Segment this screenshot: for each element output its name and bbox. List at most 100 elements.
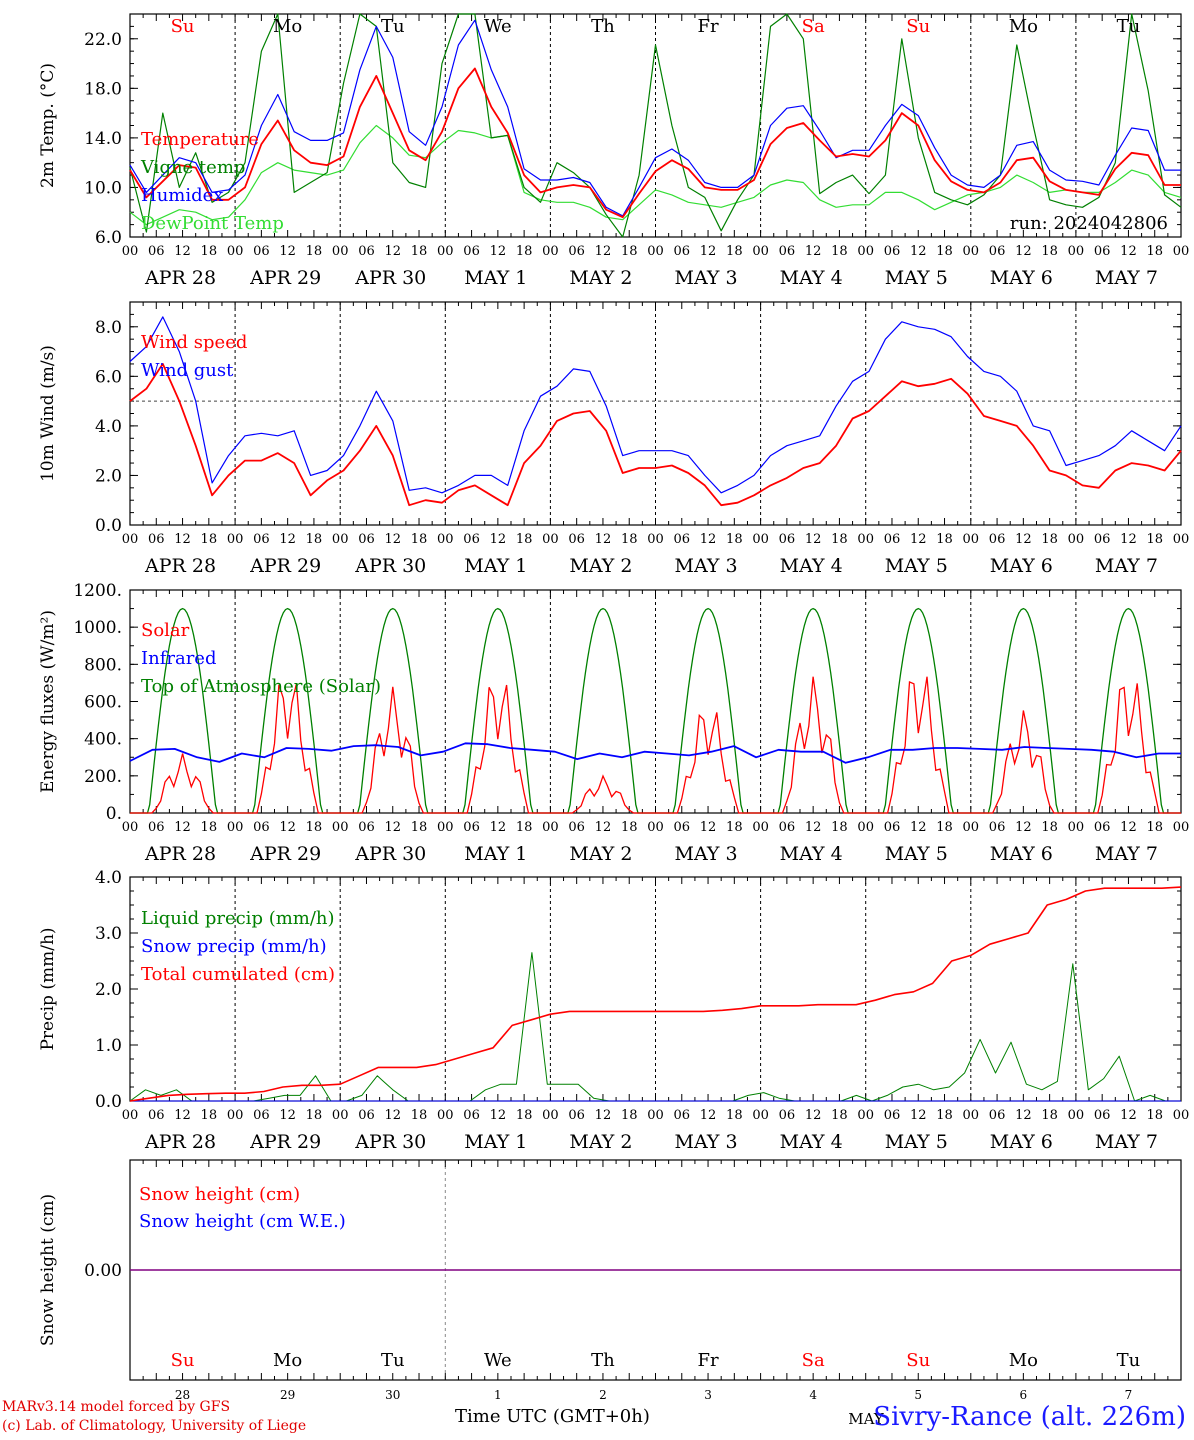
day-number-label: 1: [494, 1388, 502, 1402]
weekday-label: Th: [591, 16, 615, 37]
hour-tick-label: 06: [1094, 532, 1111, 547]
weekday-label: Sa: [802, 1350, 825, 1371]
y-tick-label: 18.0: [84, 79, 122, 99]
weekday-label: Tu: [381, 1350, 405, 1371]
hour-tick-label: 12: [174, 820, 191, 835]
hour-tick-label: 12: [279, 532, 296, 547]
y-tick-label: 800.: [84, 655, 122, 675]
hour-tick-label: 18: [726, 820, 743, 835]
weekday-label: Mo: [1009, 16, 1038, 37]
credit-line-2: (c) Lab. of Climatology, University of L…: [2, 1418, 307, 1434]
hour-tick-label: 12: [805, 532, 822, 547]
hour-tick-label: 12: [384, 244, 401, 259]
hour-tick-label: 12: [174, 1108, 191, 1123]
hour-tick-label: 06: [358, 820, 375, 835]
y-tick-label: 1.0: [95, 1036, 122, 1056]
y-tick-label: 3.0: [95, 924, 122, 944]
date-label: MAY 7: [1095, 843, 1158, 865]
panel-1: [129, 13, 1182, 238]
hour-tick-label: 06: [884, 532, 901, 547]
hour-tick-label: 06: [674, 820, 691, 835]
weekday-label: Su: [906, 1350, 930, 1371]
hour-tick-label: 00: [542, 1108, 559, 1123]
date-label: MAY 4: [780, 555, 843, 577]
hour-tick-label: 12: [910, 532, 927, 547]
hour-tick-label: 12: [700, 532, 717, 547]
hour-tick-label: 12: [1120, 820, 1137, 835]
hour-tick-label: 12: [384, 1108, 401, 1123]
hour-tick-label: 12: [174, 532, 191, 547]
day-number-label: 4: [809, 1388, 817, 1402]
credit-line-1: MARv3.14 model forced by GFS: [2, 1399, 231, 1415]
series-line: [129, 886, 1182, 1102]
hour-tick-label: 18: [516, 1108, 533, 1123]
hour-tick-label: 18: [1146, 244, 1163, 259]
y-tick-label: 2.0: [95, 980, 122, 1000]
hour-tick-label: 12: [1015, 532, 1032, 547]
date-label: MAY 5: [885, 843, 948, 865]
hour-tick-label: 06: [358, 244, 375, 259]
date-label: APR 30: [354, 267, 426, 289]
series-line: [130, 676, 1181, 814]
series-line: [129, 13, 1182, 238]
hour-tick-label: 12: [1015, 1108, 1032, 1123]
date-label: MAY 4: [780, 267, 843, 289]
legend-t1: Vigne temp: [140, 157, 245, 178]
hour-tick-label: 18: [411, 1108, 428, 1123]
hour-tick-label: 06: [148, 1108, 165, 1123]
station-title: Sivry-Rance (alt. 226m): [873, 1402, 1186, 1432]
hour-tick-label: 00: [122, 532, 139, 547]
hour-tick-label: 18: [201, 1108, 218, 1123]
hour-tick-label: 00: [437, 532, 454, 547]
date-label: MAY 2: [569, 843, 632, 865]
hour-tick-label: 12: [700, 820, 717, 835]
hour-tick-label: 00: [122, 244, 139, 259]
y-tick-label: 0.0: [95, 1092, 122, 1112]
hour-tick-label: 00: [542, 244, 559, 259]
date-label: MAY 1: [464, 1131, 527, 1153]
weekday-label: Su: [171, 16, 195, 37]
hour-tick-label: 18: [1146, 532, 1163, 547]
hour-tick-label: 00: [857, 1108, 874, 1123]
hour-tick-label: 12: [1120, 532, 1137, 547]
hour-tick-label: 18: [516, 532, 533, 547]
hour-tick-label: 12: [805, 820, 822, 835]
hour-tick-label: 00: [857, 532, 874, 547]
hour-tick-label: 18: [621, 244, 638, 259]
series-line: [129, 316, 1182, 494]
y-tick-label: 8.0: [95, 318, 122, 338]
hour-tick-label: 06: [148, 244, 165, 259]
day-number-label: 6: [1020, 1388, 1028, 1402]
hour-tick-label: 00: [332, 532, 349, 547]
hour-tick-label: 06: [253, 244, 270, 259]
legend-t2: Humidex: [141, 185, 223, 206]
month-label: MAY: [848, 1410, 885, 1428]
hour-tick-label: 18: [936, 532, 953, 547]
y-tick-label: 6.0: [95, 367, 122, 387]
hour-tick-label: 00: [752, 820, 769, 835]
hour-tick-label: 06: [674, 244, 691, 259]
hour-tick-label: 12: [490, 244, 507, 259]
date-label: APR 29: [249, 267, 321, 289]
date-label: MAY 7: [1095, 1131, 1158, 1153]
hour-tick-label: 00: [227, 820, 244, 835]
hour-tick-label: 18: [621, 820, 638, 835]
hour-tick-label: 06: [253, 820, 270, 835]
hour-tick-label: 00: [1068, 532, 1085, 547]
hour-tick-label: 12: [595, 244, 612, 259]
date-label: MAY 1: [464, 555, 527, 577]
y-tick-label: 10.0: [84, 178, 122, 198]
hour-tick-label: 12: [595, 532, 612, 547]
panel-frame: [129, 301, 1182, 526]
hour-tick-label: 18: [411, 532, 428, 547]
hour-tick-label: 06: [989, 1108, 1006, 1123]
series-line: [129, 67, 1181, 219]
day-number-label: 29: [280, 1388, 295, 1402]
y-tick-label: 4.0: [95, 868, 122, 888]
hour-tick-label: 06: [568, 820, 585, 835]
y-tick-label: 6.0: [95, 228, 122, 248]
weekday-label: Fr: [698, 16, 719, 37]
hour-tick-label: 18: [726, 532, 743, 547]
legend-e0: Solar: [141, 620, 190, 641]
